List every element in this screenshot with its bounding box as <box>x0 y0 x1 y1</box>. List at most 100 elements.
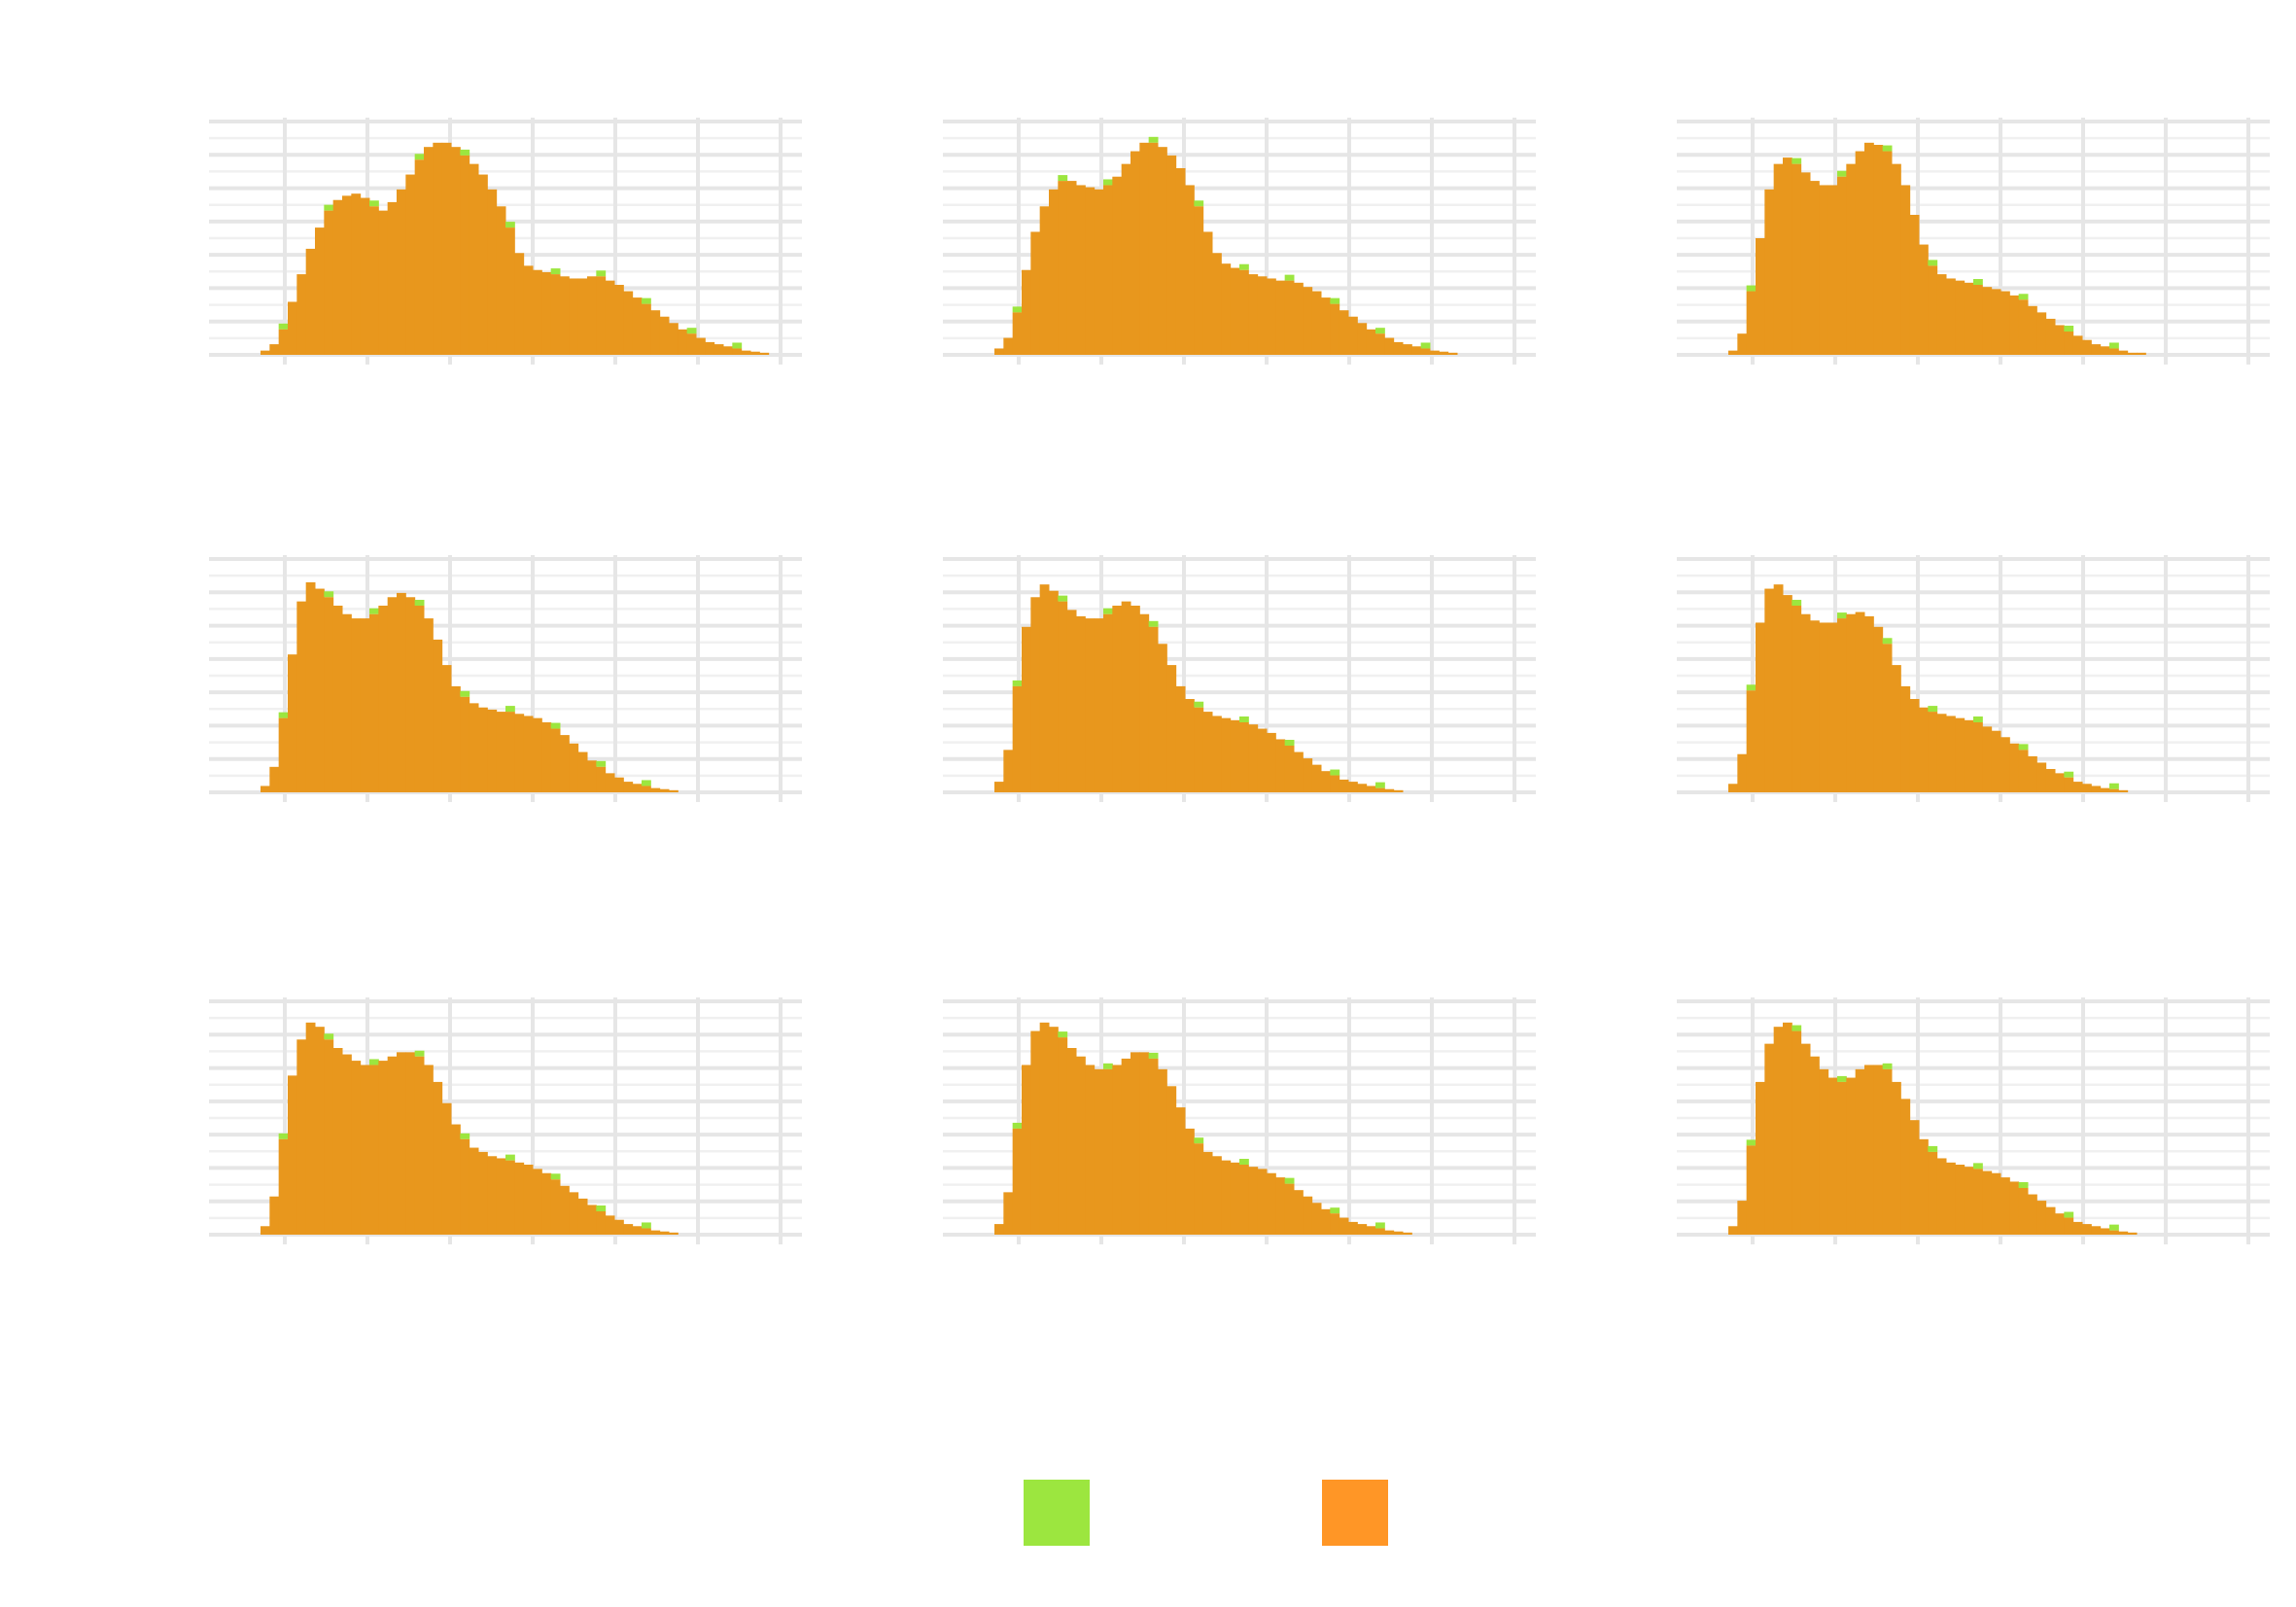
histogram-bar-series-a <box>505 1154 515 1161</box>
histogram-bar <box>723 346 733 355</box>
histogram-bar <box>1094 1068 1104 1235</box>
histogram-bar <box>1348 316 1358 355</box>
histogram-bar <box>632 1226 643 1235</box>
histogram-bar <box>2036 762 2047 792</box>
histogram-bar <box>577 751 588 792</box>
histogram-bar <box>1239 1165 1249 1235</box>
histogram-bar-series-a <box>596 1205 607 1211</box>
histogram-bar <box>1837 176 1847 355</box>
histogram-bar <box>1148 142 1159 355</box>
histogram-bar-series-a <box>686 328 697 334</box>
histogram-panel-1 <box>209 118 802 365</box>
histogram-bar-series-a <box>1837 1075 1847 1082</box>
histogram-bar <box>1139 1052 1150 1235</box>
histogram-bar-series-a <box>2018 294 2029 300</box>
histogram-bar <box>1764 588 1775 792</box>
histogram-bar <box>596 1211 607 1235</box>
histogram-bar <box>1936 1158 1947 1235</box>
histogram-bar <box>560 1185 570 1235</box>
legend-key-series-a <box>1024 1480 1090 1546</box>
histogram-panel-5 <box>943 555 1536 802</box>
histogram-bar <box>2018 1188 2029 1235</box>
histogram-bar <box>387 597 398 792</box>
histogram-bar-series-a <box>1284 1177 1295 1184</box>
histogram-bar <box>369 1065 379 1235</box>
histogram-bar <box>305 582 316 792</box>
histogram-bar <box>433 1081 443 1235</box>
histogram-bar-series-a <box>596 760 607 767</box>
histogram-bar <box>1103 185 1113 355</box>
histogram-bar <box>523 1165 534 1235</box>
histogram-bar <box>1982 287 1993 355</box>
histogram-bar <box>1810 181 1820 355</box>
histogram-bar <box>1330 775 1340 792</box>
histogram-bar <box>1946 716 1956 792</box>
histogram-bar <box>2109 1230 2119 1235</box>
histogram-bar <box>623 782 634 792</box>
histogram-bar <box>533 717 542 792</box>
histogram-bar-series-a <box>1330 769 1340 776</box>
histogram-bar <box>1909 699 1920 792</box>
histogram-bar <box>2055 1213 2065 1235</box>
histogram-bar <box>659 788 670 792</box>
histogram-bar-series-a <box>1375 1222 1385 1229</box>
histogram-bar-series-a <box>1792 600 1802 606</box>
histogram-bar <box>1112 1065 1123 1235</box>
histogram-bar <box>1094 189 1104 355</box>
histogram-bar <box>523 265 534 355</box>
histogram-bar <box>596 276 607 355</box>
histogram-bar-series-a <box>1058 175 1068 182</box>
histogram-bar <box>1384 1230 1395 1235</box>
histogram-bar <box>1366 1226 1376 1235</box>
histogram-bar <box>1131 151 1140 355</box>
histogram-bar <box>1066 1048 1077 1235</box>
histogram-bar <box>1393 341 1404 355</box>
histogram-bar <box>1846 1077 1857 1235</box>
histogram-bar <box>1239 722 1249 792</box>
histogram-bar <box>2082 1224 2092 1235</box>
histogram-bar <box>587 1205 597 1235</box>
histogram-bar <box>2100 346 2110 355</box>
histogram-bar <box>669 1232 678 1235</box>
histogram-bar <box>278 717 289 792</box>
histogram-bar <box>2009 743 2020 792</box>
histogram-bar <box>351 193 362 355</box>
histogram-bar <box>514 714 525 792</box>
histogram-bar <box>1148 626 1159 792</box>
histogram-bar <box>614 1219 624 1235</box>
histogram-bar-series-a <box>2018 744 2029 751</box>
histogram-bar <box>360 618 370 792</box>
histogram-bar <box>1131 1052 1140 1235</box>
histogram-bar <box>1076 1056 1086 1235</box>
histogram-bar <box>296 1039 307 1235</box>
histogram-bar <box>1175 168 1186 355</box>
histogram-bar <box>1248 1167 1259 1235</box>
histogram-bar-series-a <box>1928 260 1938 266</box>
histogram-bar <box>2118 1231 2129 1235</box>
histogram-bar <box>1783 595 1792 792</box>
histogram-bar <box>994 782 1004 792</box>
histogram-bar <box>1022 1065 1031 1235</box>
histogram-bar <box>1800 172 1811 355</box>
histogram-bar <box>1085 618 1096 792</box>
histogram-bar <box>1973 1169 1983 1235</box>
histogram-bar <box>414 159 425 355</box>
histogram-bar-series-a <box>1239 716 1249 722</box>
histogram-bar <box>1946 278 1956 355</box>
histogram-bar <box>1022 626 1031 792</box>
histogram-bar <box>686 333 697 355</box>
histogram-bar <box>1737 753 1748 792</box>
histogram-bar <box>1294 751 1304 792</box>
histogram-bar <box>1819 1068 1829 1235</box>
histogram-bar <box>732 348 743 355</box>
histogram-bar <box>1212 253 1222 355</box>
histogram-bar <box>1928 265 1938 355</box>
histogram-bar <box>2055 325 2065 355</box>
histogram-bar-series-a <box>1882 638 1893 645</box>
histogram-bar <box>1955 717 1966 792</box>
histogram-bar <box>1275 1177 1286 1235</box>
histogram-bar-series-a <box>324 591 334 598</box>
histogram-bar <box>342 613 352 792</box>
histogram-bar <box>296 601 307 792</box>
histogram-bar <box>2045 769 2056 792</box>
